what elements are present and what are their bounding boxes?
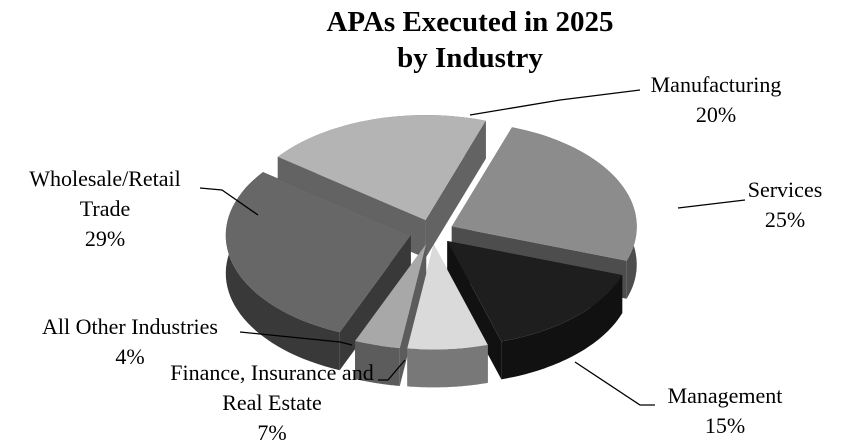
slice-side [225,172,340,371]
slice [355,244,427,348]
category-label: Finance, Insurance and Real Estate [170,360,374,415]
category-label: Wholesale/Retail Trade [29,166,181,221]
slice-label: Wholesale/Retail Trade 29% [13,164,198,254]
leader-line [469,89,641,116]
value-label: 7% [257,420,287,445]
value-label: 29% [84,226,126,251]
slice [407,244,488,350]
category-label: All Other Industries [42,314,218,339]
slice [447,240,623,342]
slice-wall [339,235,411,371]
category-label: Management [667,383,783,408]
value-label: 25% [764,207,806,232]
slice [451,127,637,261]
slice-label: Manufacturing 20% [616,70,816,130]
value-label: 20% [695,102,737,127]
slice-wall [447,240,502,380]
slice-side [407,344,488,388]
slice-side [355,341,400,386]
leader-line [677,199,746,209]
value-label: 4% [115,344,145,369]
leader-line [239,331,353,346]
slice [277,115,486,221]
slice-label: Services 25% [705,175,842,235]
chart-title: APAs Executed in 2025 by Industry [326,6,614,74]
category-label: Services [747,177,823,202]
slice-label: All Other Industries 4% [5,312,255,372]
leader-line [378,359,406,381]
slice-label: Finance, Insurance and Real Estate 7% [160,358,385,446]
category-label: Manufacturing [650,72,782,97]
leader-line [574,361,655,406]
slice-side [501,275,623,380]
slice [225,172,411,333]
leader-line [199,187,259,216]
value-label: 15% [704,413,746,438]
slice-label: Management 15% [625,381,825,441]
